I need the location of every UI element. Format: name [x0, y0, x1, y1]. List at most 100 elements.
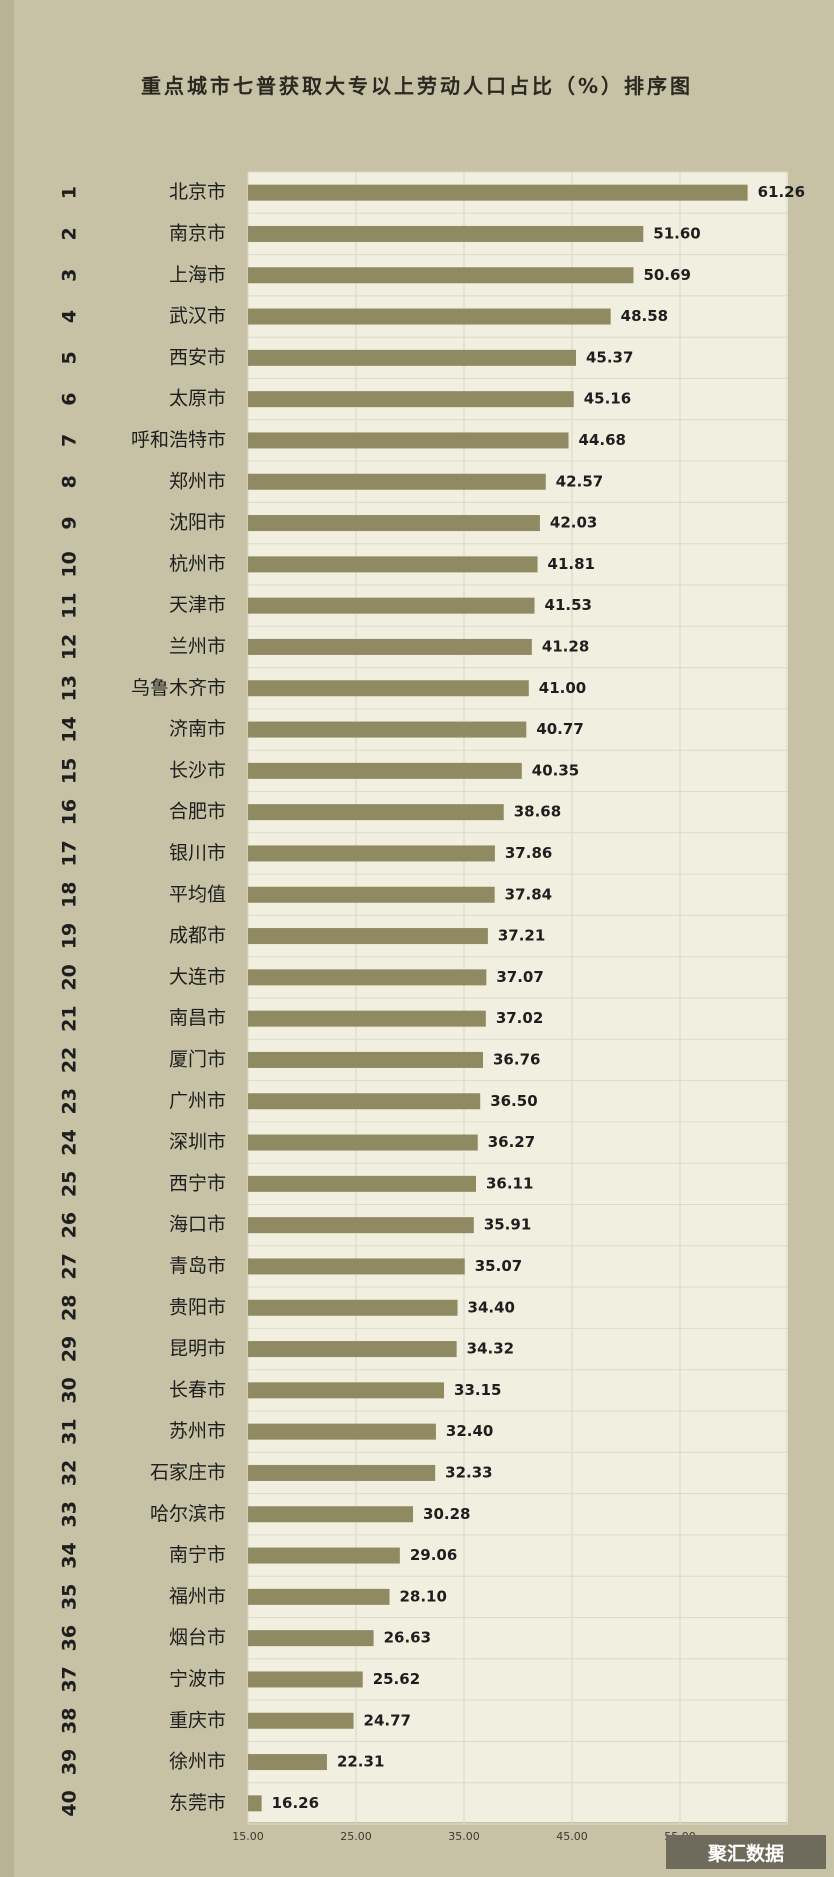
- data-label: 40.35: [532, 761, 579, 779]
- data-label: 16.26: [272, 1794, 319, 1812]
- data-label: 30.28: [423, 1505, 470, 1523]
- tick-label: 45.00: [556, 1830, 588, 1843]
- bar: [248, 184, 748, 201]
- category-label: 青岛市: [169, 1255, 226, 1277]
- bar: [248, 1671, 363, 1688]
- rank-label: 40: [59, 1790, 81, 1816]
- rank-label: 11: [59, 592, 81, 618]
- bar: [248, 969, 487, 986]
- tick-label: 35.00: [448, 1830, 480, 1843]
- bar: [248, 1547, 400, 1564]
- data-label: 32.40: [446, 1422, 493, 1440]
- bar: [248, 515, 540, 532]
- rank-label: 17: [59, 840, 81, 866]
- category-label: 乌鲁木齐市: [131, 677, 226, 699]
- data-label: 61.26: [758, 183, 805, 201]
- bar: [248, 556, 538, 573]
- tick-label: 25.00: [340, 1830, 372, 1843]
- category-label: 济南市: [169, 718, 226, 740]
- bar: [248, 886, 495, 903]
- rank-label: 3: [59, 269, 81, 282]
- category-label: 西安市: [169, 346, 226, 368]
- rank-label: 38: [59, 1708, 81, 1734]
- category-label: 徐州市: [169, 1751, 226, 1773]
- data-label: 25.62: [373, 1670, 420, 1688]
- category-label: 平均值: [169, 883, 226, 905]
- rank-label: 24: [59, 1129, 81, 1155]
- category-label: 杭州市: [169, 553, 226, 575]
- category-label: 北京市: [169, 181, 226, 203]
- rank-label: 23: [59, 1088, 81, 1114]
- data-label: 35.07: [475, 1257, 522, 1275]
- category-label: 福州市: [169, 1585, 226, 1607]
- rank-label: 36: [59, 1625, 81, 1651]
- bar: [248, 391, 574, 408]
- bar: [248, 1341, 457, 1358]
- data-label: 32.33: [445, 1463, 492, 1481]
- data-label: 38.68: [514, 803, 561, 821]
- bar: [248, 762, 522, 779]
- category-label: 武汉市: [169, 305, 226, 327]
- bar: [248, 349, 576, 366]
- rank-label: 25: [59, 1171, 81, 1197]
- data-label: 41.28: [542, 637, 589, 655]
- bar: [248, 597, 535, 614]
- rank-label: 4: [59, 310, 81, 323]
- rank-label: 15: [59, 758, 81, 784]
- bar: [248, 1795, 262, 1812]
- rank-label: 31: [59, 1418, 81, 1444]
- bar: [248, 1712, 354, 1729]
- rank-label: 21: [59, 1005, 81, 1031]
- data-label: 24.77: [364, 1711, 411, 1729]
- data-label: 42.57: [556, 472, 603, 490]
- rank-label: 12: [59, 634, 81, 660]
- category-label: 长沙市: [169, 759, 226, 781]
- rank-label: 8: [59, 475, 81, 488]
- category-label: 重庆市: [169, 1709, 226, 1731]
- rank-label: 28: [59, 1295, 81, 1321]
- rank-label: 6: [59, 393, 81, 406]
- data-label: 37.84: [505, 885, 552, 903]
- rank-label: 33: [59, 1501, 81, 1527]
- category-label: 银川市: [169, 842, 226, 864]
- data-label: 37.21: [498, 927, 545, 945]
- bar: [248, 721, 527, 738]
- rank-label: 10: [59, 551, 81, 577]
- rank-label: 35: [59, 1584, 81, 1610]
- data-label: 44.68: [579, 431, 626, 449]
- rank-label: 5: [59, 351, 81, 364]
- bar: [248, 638, 532, 655]
- rank-label: 2: [59, 227, 81, 240]
- bar: [248, 308, 611, 325]
- category-label: 石家庄市: [150, 1461, 226, 1483]
- rank-label: 18: [59, 882, 81, 908]
- rank-label: 9: [59, 516, 81, 529]
- bar: [248, 1093, 481, 1110]
- data-label: 41.53: [545, 596, 592, 614]
- category-label: 合肥市: [169, 801, 226, 823]
- bar: [248, 1175, 476, 1192]
- rank-label: 16: [59, 799, 81, 825]
- category-label: 南宁市: [169, 1544, 226, 1566]
- data-label: 45.16: [584, 390, 631, 408]
- category-label: 烟台市: [169, 1627, 226, 1649]
- category-label: 大连市: [169, 966, 226, 988]
- bar: [248, 267, 634, 284]
- bar: [248, 1134, 478, 1151]
- category-label: 沈阳市: [169, 512, 226, 534]
- rank-label: 29: [59, 1336, 81, 1362]
- bar: [248, 1051, 484, 1068]
- data-label: 37.02: [496, 1009, 543, 1027]
- rank-label: 22: [59, 1047, 81, 1073]
- category-label: 南京市: [169, 222, 226, 244]
- data-label: 50.69: [643, 266, 690, 284]
- data-label: 22.31: [337, 1753, 384, 1771]
- rank-label: 30: [59, 1377, 81, 1403]
- bar: [248, 928, 488, 945]
- bar: [248, 1588, 390, 1605]
- data-label: 42.03: [550, 514, 597, 532]
- tick-label: 15.00: [232, 1830, 264, 1843]
- category-label: 长春市: [169, 1379, 226, 1401]
- category-label: 宁波市: [169, 1668, 226, 1690]
- data-label: 37.07: [496, 968, 543, 986]
